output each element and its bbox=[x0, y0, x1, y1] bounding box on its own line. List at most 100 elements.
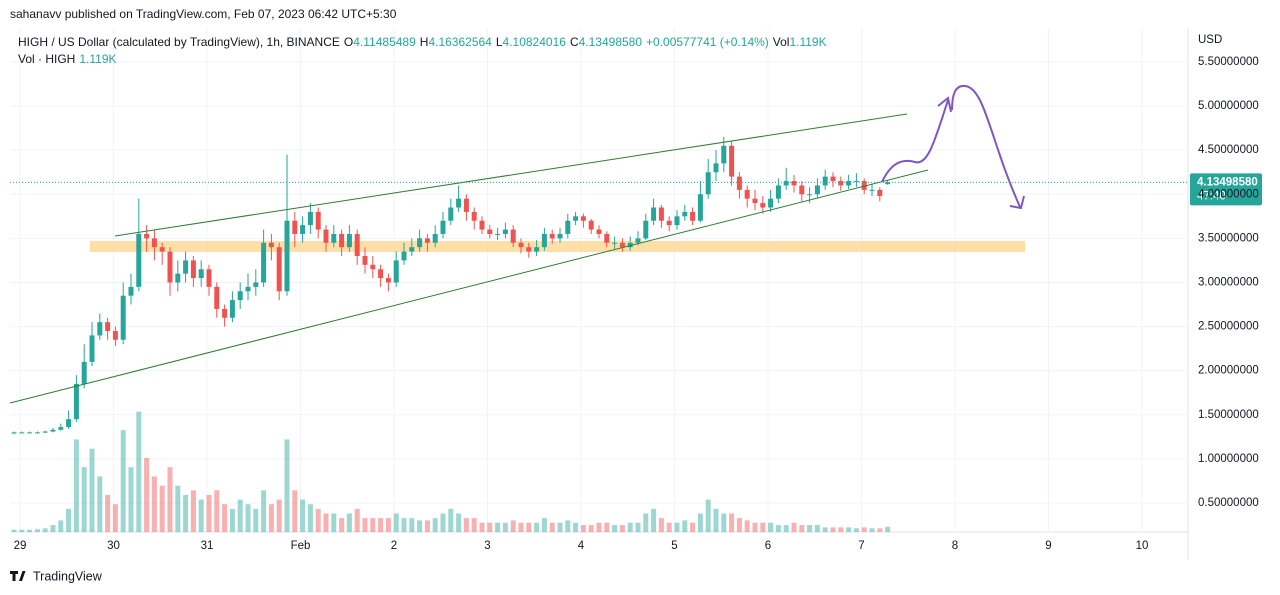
volume-bar bbox=[315, 508, 321, 532]
countdown: 47:40 bbox=[1197, 190, 1226, 202]
candle-body bbox=[183, 260, 189, 274]
candle-body bbox=[768, 198, 774, 208]
volume-bar bbox=[128, 467, 134, 532]
candle-body bbox=[869, 189, 875, 191]
legend: HIGH / US Dollar (calculated by TradingV… bbox=[18, 35, 831, 49]
candle-body bbox=[619, 242, 625, 248]
candle-body bbox=[565, 220, 571, 234]
volume-bar bbox=[807, 525, 813, 532]
volume-bar bbox=[222, 504, 228, 532]
candle-body bbox=[128, 286, 134, 296]
candle-body bbox=[588, 220, 594, 230]
candle-body bbox=[814, 185, 820, 195]
candle-body bbox=[783, 181, 789, 186]
volume-bar bbox=[814, 525, 820, 532]
volume-bar bbox=[580, 525, 586, 532]
volume-bar bbox=[206, 494, 212, 532]
candle-body bbox=[682, 211, 688, 217]
volume-bar bbox=[674, 522, 680, 532]
candle-body bbox=[81, 361, 87, 384]
legend-label: H bbox=[419, 35, 429, 49]
volume-bar bbox=[175, 485, 181, 532]
y-tick-label: 2.00000000 bbox=[1198, 365, 1259, 377]
volume-bar bbox=[752, 522, 758, 532]
volume-bar bbox=[284, 439, 290, 532]
volume-bar bbox=[34, 529, 40, 532]
support-zone bbox=[90, 241, 1025, 252]
y-tick-label: 3.50000000 bbox=[1198, 232, 1259, 244]
candle-body bbox=[331, 233, 337, 243]
volume-bar bbox=[89, 448, 95, 532]
candle-body bbox=[690, 211, 696, 221]
candle-body bbox=[214, 286, 220, 309]
volume-bar bbox=[666, 522, 672, 532]
volume-bar bbox=[627, 522, 633, 532]
candle-body bbox=[752, 198, 758, 204]
y-tick-label: 1.00000000 bbox=[1198, 453, 1259, 465]
x-tick-label: 29 bbox=[14, 540, 27, 552]
projection-arrow-up bbox=[881, 99, 949, 183]
candle-body bbox=[487, 229, 493, 234]
x-tick-label: Feb bbox=[291, 540, 311, 552]
projection-arrow-down bbox=[951, 84, 1021, 208]
volume-bar bbox=[861, 527, 867, 532]
volume-bar bbox=[112, 504, 118, 532]
volume-bar bbox=[885, 526, 891, 532]
volume-bar bbox=[66, 508, 72, 532]
candle-body bbox=[853, 181, 859, 183]
legend-value: +0.00577741 (+0.14%) bbox=[646, 35, 769, 49]
volume-bar bbox=[541, 518, 547, 532]
candle-body bbox=[105, 322, 111, 331]
volume-bar bbox=[97, 476, 103, 532]
volume-bar bbox=[292, 490, 298, 532]
candle-body bbox=[58, 427, 64, 430]
candle-body bbox=[760, 203, 766, 208]
volume-bar bbox=[588, 525, 594, 532]
candle-body bbox=[97, 322, 103, 336]
volume-bar bbox=[495, 522, 501, 532]
lower-trend-line bbox=[9, 169, 929, 404]
volume-bar bbox=[651, 508, 657, 532]
volume-bar bbox=[276, 499, 282, 532]
volume-bar bbox=[339, 518, 345, 532]
legend-label: Vol bbox=[772, 35, 790, 49]
candle-body bbox=[448, 207, 454, 221]
candle-body bbox=[50, 429, 56, 432]
x-tick-label: 2 bbox=[391, 540, 397, 552]
arrow-head bbox=[1009, 195, 1025, 210]
x-tick-label: 10 bbox=[1136, 540, 1149, 552]
candle-body bbox=[362, 256, 368, 265]
candle-body bbox=[549, 233, 555, 239]
volume-bar bbox=[635, 522, 641, 532]
candle-body bbox=[424, 238, 430, 243]
volume-bar bbox=[370, 518, 376, 532]
volume-bar bbox=[729, 513, 735, 532]
volume-bar bbox=[822, 527, 828, 532]
candle-body bbox=[89, 335, 95, 362]
volume-bar bbox=[534, 522, 540, 532]
candle-body bbox=[799, 185, 805, 195]
volume-bar bbox=[573, 522, 579, 532]
volume-bar bbox=[713, 508, 719, 532]
candle-body bbox=[518, 242, 524, 248]
volume-bar bbox=[385, 518, 391, 532]
volume-title: Vol · HIGH bbox=[18, 52, 76, 66]
candle-body bbox=[846, 181, 852, 186]
candle-body bbox=[534, 247, 540, 252]
candle-body bbox=[354, 233, 360, 257]
volume-bar bbox=[471, 518, 477, 532]
volume-bar bbox=[463, 518, 469, 532]
volume-bar bbox=[565, 520, 571, 532]
candle-body bbox=[198, 269, 204, 279]
volume-bar bbox=[682, 520, 688, 532]
volume-bar bbox=[557, 522, 563, 532]
volume-bar bbox=[744, 520, 750, 532]
candle-body bbox=[479, 220, 485, 230]
candle-body bbox=[651, 207, 657, 221]
volume-bar bbox=[253, 508, 259, 532]
candle-body bbox=[775, 185, 781, 199]
candle-body bbox=[471, 211, 477, 221]
volume-bar bbox=[268, 504, 274, 532]
volume-bar bbox=[596, 522, 602, 532]
